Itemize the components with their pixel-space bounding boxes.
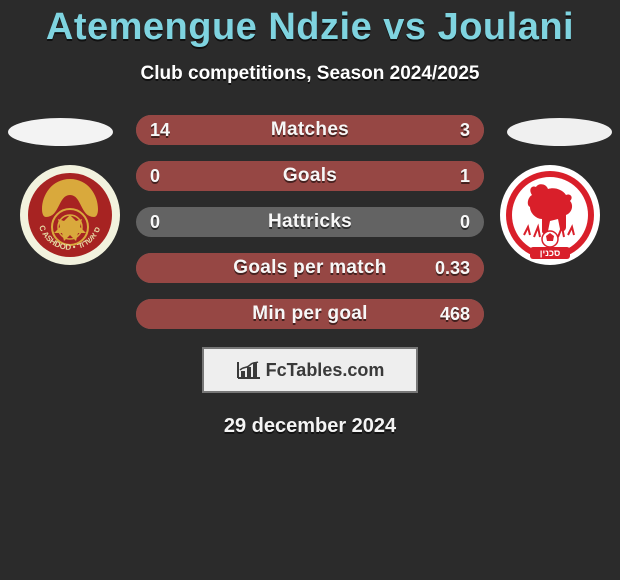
stat-label: Goals per match	[136, 253, 484, 283]
left-team-badge: F.C ASHDOD • מ.ס אשדוד	[20, 165, 120, 265]
page-title: Atemengue Ndzie vs Joulani	[0, 0, 620, 49]
stat-label: Min per goal	[136, 299, 484, 329]
stat-row: Matches14 3	[136, 115, 484, 145]
stat-value-right: 0	[460, 207, 470, 237]
sakhnin-badge-icon: סכנין	[500, 165, 600, 265]
stat-row: Hattricks0 0	[136, 207, 484, 237]
stat-row: Goals0 1	[136, 161, 484, 191]
stats-bars: Matches143Goals01Hattricks00Goals per ma…	[136, 115, 484, 329]
ashdod-badge-icon: F.C ASHDOD • מ.ס אשדוד	[20, 165, 120, 265]
stat-value-right: 3	[460, 115, 470, 145]
right-ellipse	[507, 118, 612, 146]
subtitle: Club competitions, Season 2024/2025	[0, 63, 620, 85]
stat-label: Goals	[136, 161, 484, 191]
stat-value-left: 0	[150, 161, 160, 191]
comparison-infographic: Atemengue Ndzie vs Joulani Club competit…	[0, 0, 620, 580]
stat-value-right: 0.33	[435, 253, 470, 283]
stat-value-right: 1	[460, 161, 470, 191]
stat-label: Matches	[136, 115, 484, 145]
svg-text:סכנין: סכנין	[540, 248, 561, 258]
stat-row: Min per goal468	[136, 299, 484, 329]
content-area: F.C ASHDOD • מ.ס אשדוד סכנין	[0, 115, 620, 329]
fctables-attribution: FcTables.com	[202, 347, 418, 393]
bar-chart-icon	[236, 360, 262, 380]
right-team-badge: סכנין	[500, 165, 600, 265]
fctables-text: FcTables.com	[266, 360, 385, 381]
stat-row: Goals per match0.33	[136, 253, 484, 283]
stat-label: Hattricks	[136, 207, 484, 237]
stat-value-right: 468	[440, 299, 470, 329]
left-ellipse	[8, 118, 113, 146]
date-text: 29 december 2024	[0, 415, 620, 438]
stat-value-left: 0	[150, 207, 160, 237]
stat-value-left: 14	[150, 115, 170, 145]
